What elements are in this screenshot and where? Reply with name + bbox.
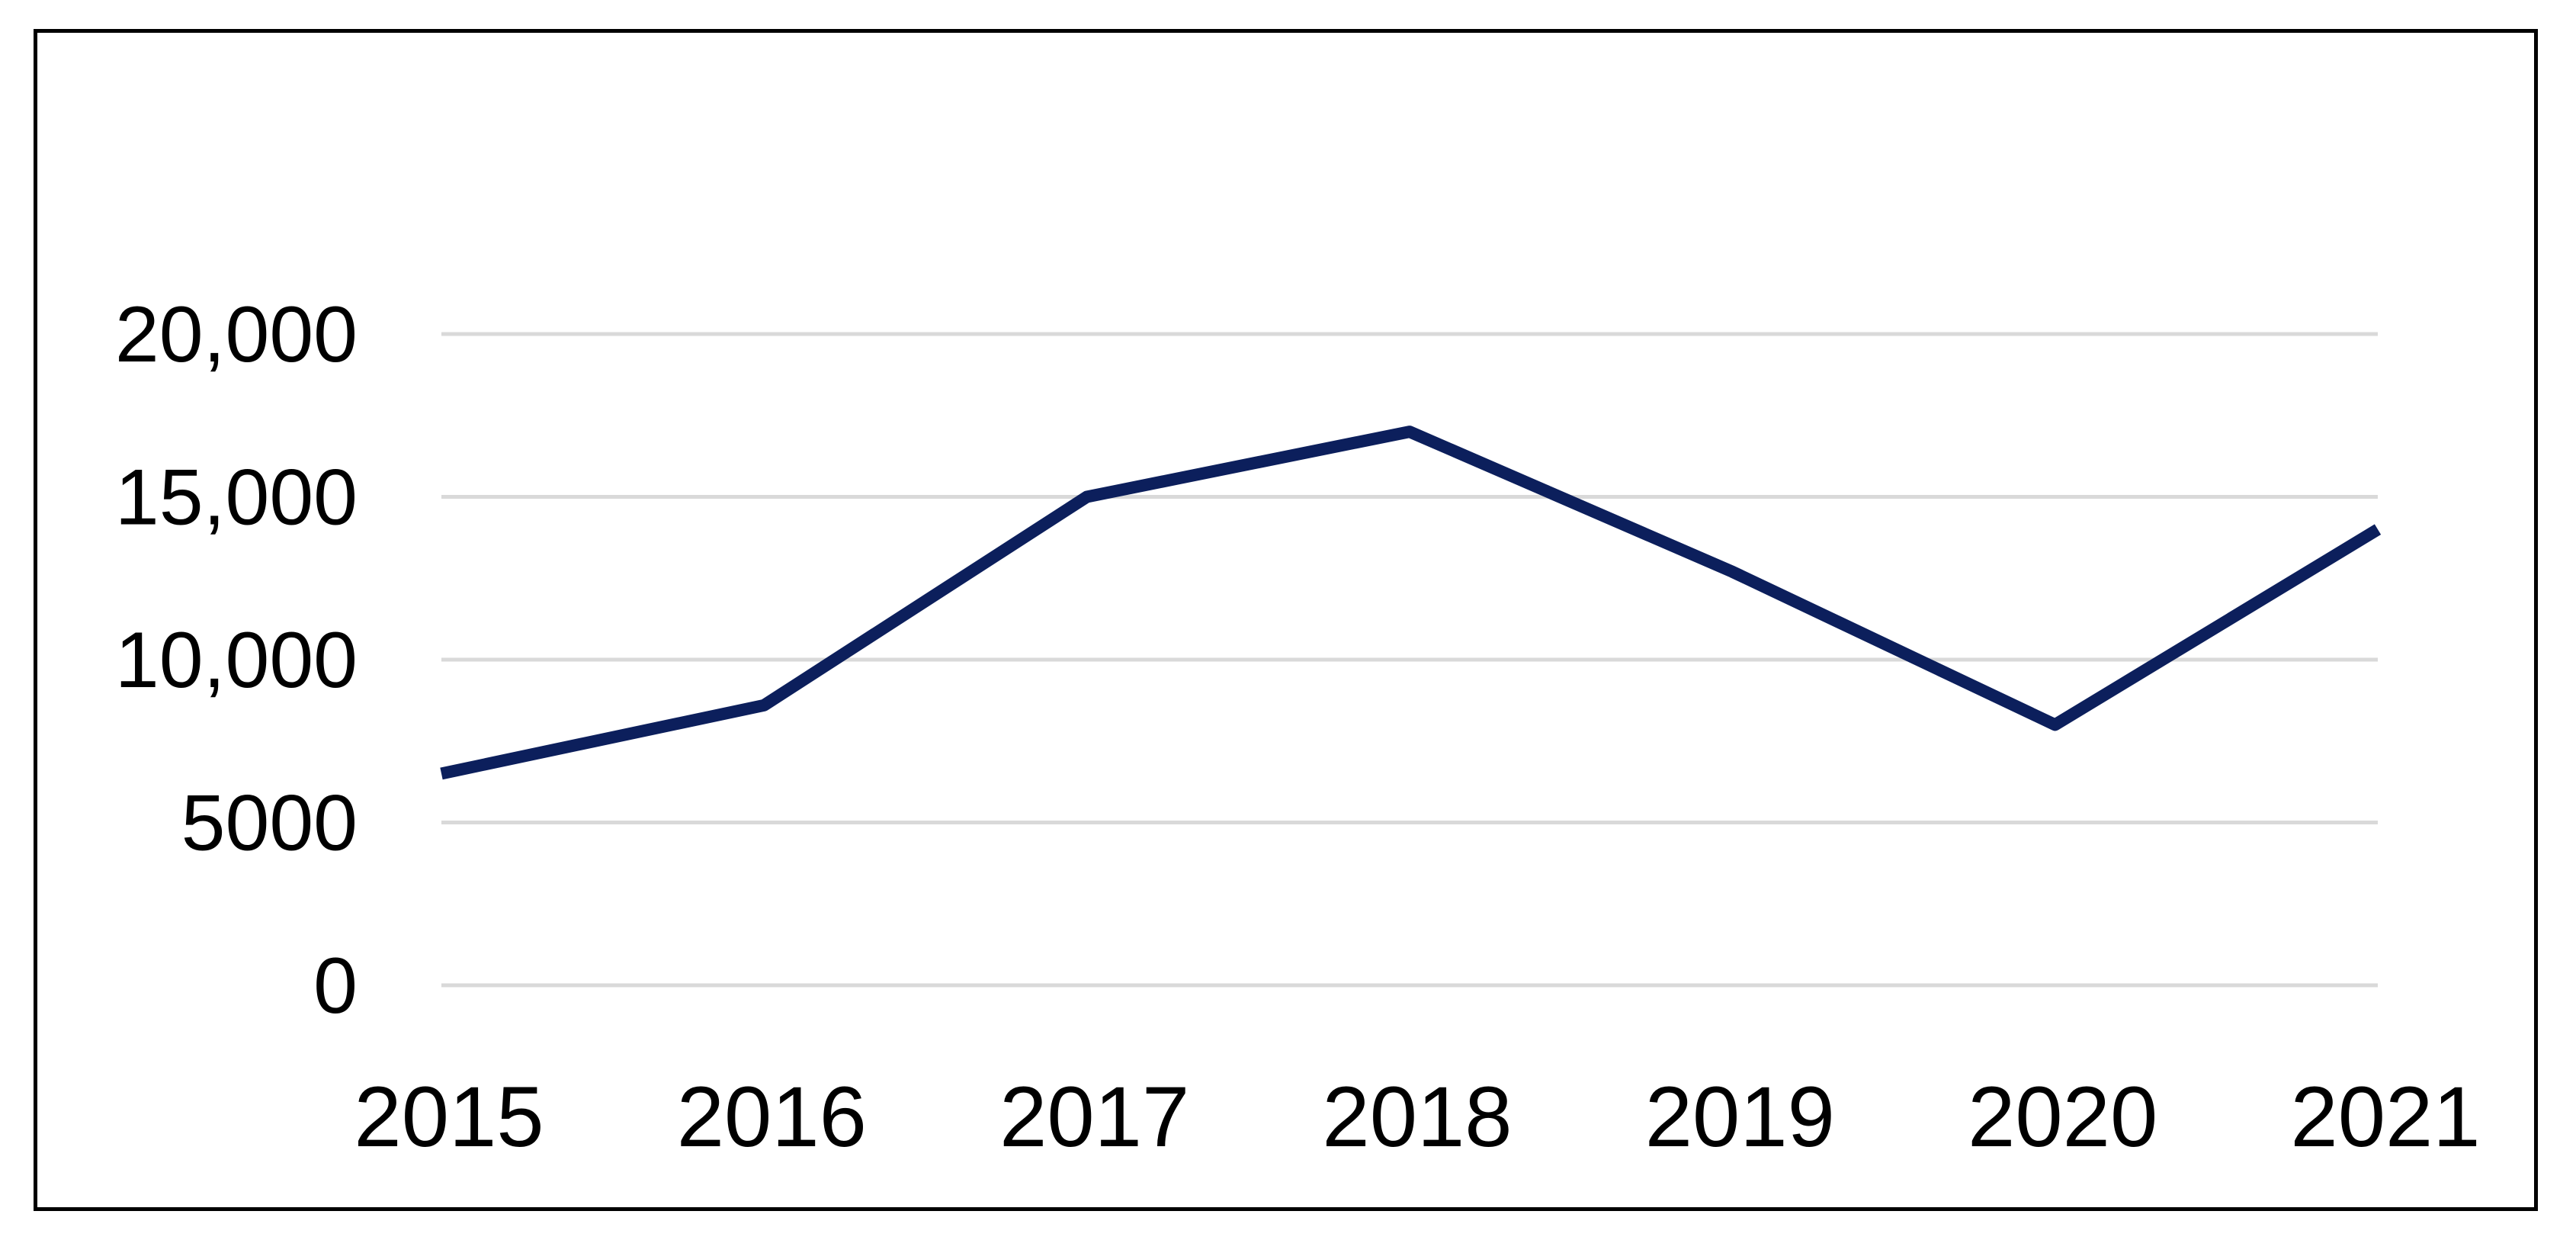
y-tick-label: 10,000: [115, 616, 358, 705]
gridlines: [441, 332, 2378, 988]
chart-frame: 0 5000 10,000 15,000 20,000 2015 2016 2017 2018…: [34, 29, 2538, 1211]
x-tick-label: 2020: [1968, 1069, 2157, 1165]
y-tick-label: 0: [313, 942, 358, 1030]
y-tick-label: 20,000: [115, 291, 358, 379]
x-axis-tick-labels: 2015 2016 2017 2018 2019 2020 2021: [354, 1069, 2480, 1165]
line-chart: 0 5000 10,000 15,000 20,000 2015 2016 2017 2018…: [115, 291, 2481, 1165]
x-tick-label: 2019: [1645, 1069, 1835, 1165]
x-tick-label: 2018: [1322, 1069, 1512, 1165]
x-tick-label: 2015: [354, 1069, 544, 1165]
y-tick-label: 5000: [181, 779, 358, 868]
y-axis-tick-labels: 0 5000 10,000 15,000 20,000: [115, 291, 358, 1030]
x-tick-label: 2016: [677, 1069, 867, 1165]
y-tick-label: 15,000: [115, 454, 358, 542]
series-layer: [440, 426, 2382, 780]
series-line: [440, 426, 2382, 780]
x-tick-label: 2017: [999, 1069, 1189, 1165]
x-tick-label: 2021: [2290, 1069, 2480, 1165]
